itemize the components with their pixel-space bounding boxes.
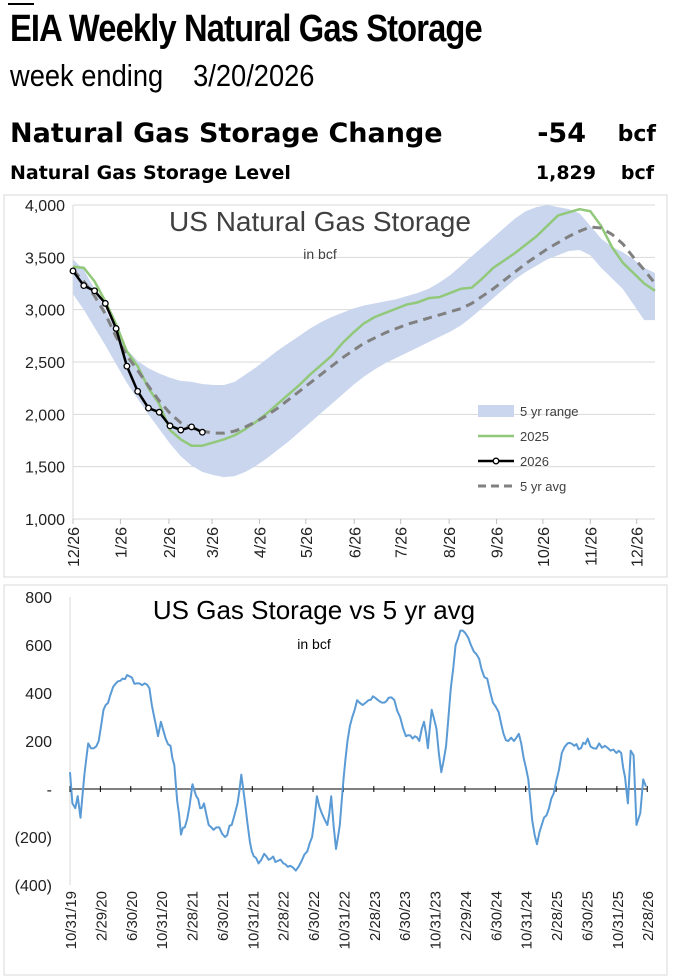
y-tick-label: 3,000 (25, 303, 65, 320)
legend-marker-2026 (492, 457, 500, 465)
y-tick-label: (400) (15, 878, 52, 895)
x-tick-label: 2/28/21 (185, 891, 202, 941)
x-tick-label: 10/31/21 (245, 891, 262, 949)
diff-chart: (400) (200) - 200 400 600 800 10/31/19 2/29/20 6/… (3, 584, 668, 976)
x-tick-label: 4/26 (252, 527, 269, 558)
x-tick-label: 8/26 (442, 527, 459, 558)
page-title: EIA Weekly Natural Gas Storage (10, 8, 483, 50)
storage-change-row: Natural Gas Storage Change -54 bcf (10, 118, 660, 156)
x-tick-label: 10/31/20 (154, 891, 171, 949)
x-tick-label: 7/26 (394, 527, 411, 558)
x-tick-label: 6/26 (347, 527, 364, 558)
x-tick-label: 3/26 (205, 527, 222, 558)
y-tick-label: 1,000 (25, 512, 65, 529)
x-tick-label: 2/26 (162, 527, 179, 558)
x-tick-label: 1/26 (113, 527, 130, 558)
x-tick-label: 6/30/23 (397, 891, 414, 941)
storage-change-label: Natural Gas Storage Change (10, 118, 443, 149)
x-tick-label: 2/28/22 (276, 891, 293, 941)
storage-level-value: 1,829 (535, 162, 596, 184)
x-tick-label: 2/29/24 (458, 891, 475, 941)
storage-chart: 1,000 1,500 2,000 2,500 3,000 3,500 4,000 12/26… (3, 194, 668, 578)
series-2026-point (123, 362, 131, 370)
x-tick-label: 6/30/21 (215, 891, 232, 941)
week-label: week ending (10, 58, 164, 93)
legend-label: 2025 (520, 429, 549, 444)
x-tick-label: 6/30/22 (306, 891, 323, 941)
series-2026-point (69, 267, 77, 275)
y-tick-label: 800 (25, 590, 52, 607)
series-2026-point (101, 299, 109, 307)
x-tick-label: 5/26 (299, 527, 316, 558)
chart-frame (3, 584, 668, 976)
series-2026-point (144, 404, 152, 412)
legend-label: 5 yr range (520, 404, 579, 419)
legend-swatch-range (478, 405, 514, 417)
x-tick-label: 10/31/25 (610, 891, 627, 949)
x-tick-label: 12/26 (66, 527, 83, 567)
x-tick-label: 10/31/22 (336, 891, 353, 949)
series-2025-line (72, 207, 656, 447)
x-tick-label: 10/31/23 (428, 891, 445, 949)
y-tick-label: 400 (25, 686, 52, 703)
y-tick-label: 4,000 (25, 198, 65, 215)
x-tick-label: 2/28/23 (367, 891, 384, 941)
diff-series-line (69, 629, 647, 872)
chart-title: US Gas Storage vs 5 yr avg (153, 595, 475, 625)
series-2026-point (177, 426, 185, 434)
x-tick-label: 6/30/24 (488, 891, 505, 941)
x-tick-label: 2/28/26 (640, 891, 657, 941)
series-2026-point (112, 325, 120, 332)
chart-frame (3, 194, 668, 578)
x-tick-label: 9/26 (490, 527, 507, 558)
series-2026-point (134, 387, 142, 395)
chart-subtitle: in bcf (303, 246, 337, 262)
storage-level-unit: bcf (620, 162, 654, 184)
storage-level-row: Natural Gas Storage Level 1,829 bcf (10, 162, 660, 190)
x-tick-label: 6/30/25 (579, 891, 596, 941)
storage-level-label: Natural Gas Storage Level (10, 162, 291, 184)
legend-label: 2026 (520, 454, 549, 469)
y-tick-label: 2,500 (25, 355, 65, 372)
top-rule (8, 3, 34, 5)
y-tick-label: 200 (25, 734, 52, 751)
x-tick-label: 2/29/20 (93, 891, 110, 941)
storage-change-unit: bcf (617, 122, 656, 147)
y-tick-label: 3,500 (25, 250, 65, 267)
chart-title: US Natural Gas Storage (169, 206, 471, 237)
y-tick-label: 1,500 (25, 460, 65, 477)
x-tick-label: 10/26 (536, 527, 553, 567)
x-tick-label: 10/31/19 (63, 891, 80, 949)
storage-change-value: -54 (537, 118, 586, 149)
week-date: 3/20/2026 (193, 58, 315, 93)
y-tick-label: (200) (15, 830, 52, 847)
x-tick-label: 6/30/20 (124, 891, 141, 941)
series-2026-point (155, 408, 163, 416)
x-tick-label: 11/26 (583, 527, 600, 566)
series-2026-point (80, 282, 88, 290)
x-tick-label: 10/31/24 (519, 891, 536, 949)
legend-label: 5 yr avg (520, 479, 566, 494)
x-tick-label: 2/28/25 (549, 891, 566, 941)
y-tick-label: 600 (25, 638, 52, 655)
week-ending: week ending 3/20/2026 (10, 58, 314, 94)
series-2026-point (198, 428, 206, 436)
series-2026-point (188, 423, 196, 431)
series-avg-line (71, 225, 657, 435)
y-tick-label: - (47, 782, 52, 799)
series-2026-point (91, 287, 99, 295)
chart-subtitle: in bcf (297, 636, 331, 652)
series-2026-point (166, 422, 174, 430)
x-tick-label: 12/26 (630, 527, 647, 567)
range-band (73, 205, 655, 478)
y-tick-label: 2,000 (25, 407, 65, 424)
